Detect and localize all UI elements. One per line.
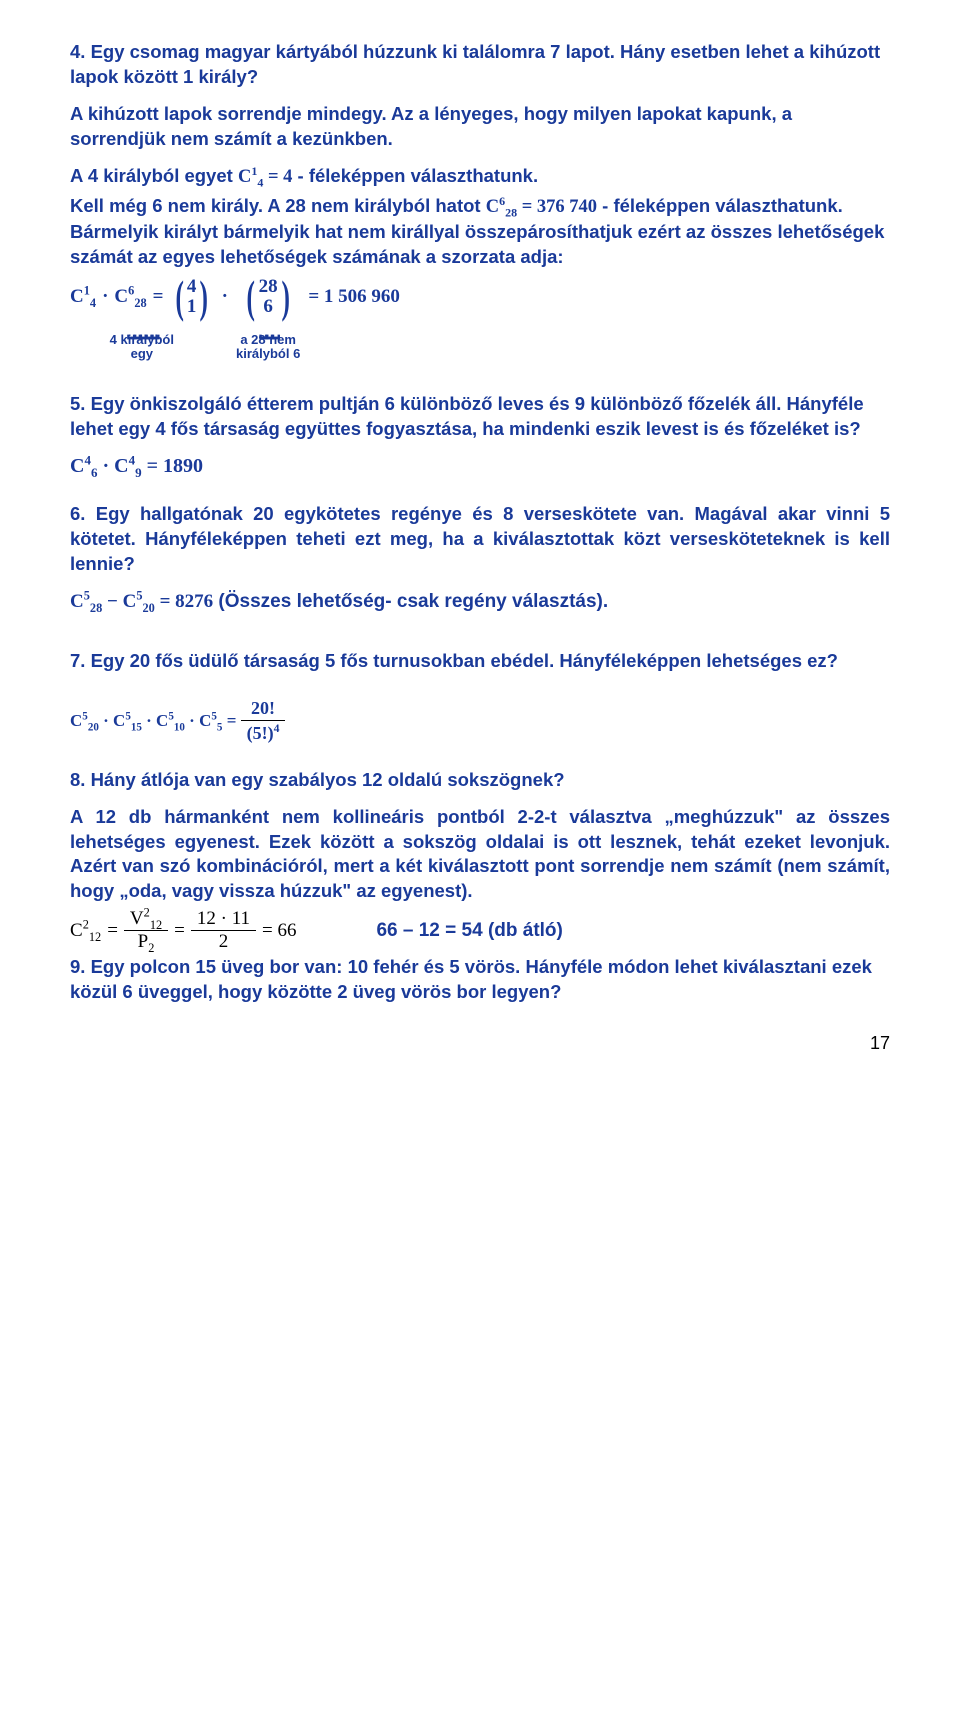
q4-annot2: a 28 nemkirályból 6 — [236, 333, 300, 362]
q8-eq-row: C212 = V212P2 = 12 · 112 = 66 66 – 12 = … — [70, 908, 890, 953]
q4-line2: A 4 királyból egyet C14 = 4 - féleképpen… — [70, 164, 890, 190]
q8-body: A 12 db hármanként nem kollineáris pontb… — [70, 805, 890, 905]
q5-title: 5. Egy önkiszolgáló étterem pultján 6 kü… — [70, 392, 890, 442]
q4-annot1: 4 királybólegy — [110, 333, 174, 362]
q8-title: 8. Hány átlója van egy szabályos 12 olda… — [70, 768, 890, 793]
q5-eq: C46 · C49 = 1890 — [70, 453, 890, 480]
q6-eq: C528 − C520 = 8276 (Összes lehetőség- cs… — [70, 589, 890, 615]
q6-title: 6. Egy hallgatónak 20 egykötetes regénye… — [70, 502, 890, 577]
q4-line1: A kihúzott lapok sorrendje mindegy. Az a… — [70, 102, 890, 152]
page-number: 17 — [70, 1033, 890, 1054]
q4-title: 4. Egy csomag magyar kártyából húzzunk k… — [70, 40, 890, 90]
q4-equation: C14 · C628 = (41) ⎵⎵⎵⎵⎵ 4 királybólegy ·… — [70, 274, 890, 362]
q7-eq: C520 · C515 · C510 · C55 = 20! (5!)4 — [70, 696, 890, 746]
q4-line3: Kell még 6 nem király. A 28 nem királybó… — [70, 194, 890, 270]
q9-title: 9. Egy polcon 15 üveg bor van: 10 fehér … — [70, 955, 890, 1005]
q8-result: 66 – 12 = 54 (db átló) — [376, 920, 562, 942]
q7-title: 7. Egy 20 fős üdülő társaság 5 fős turnu… — [70, 649, 890, 674]
